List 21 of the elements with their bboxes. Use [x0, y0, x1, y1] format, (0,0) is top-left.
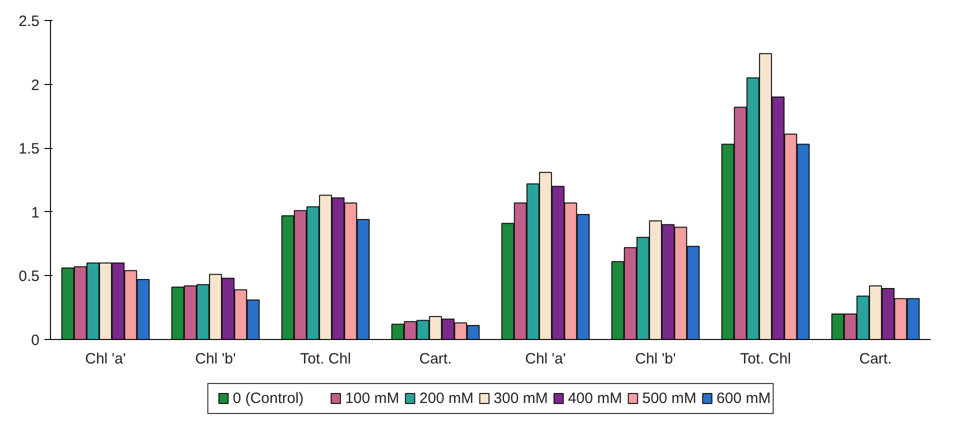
x-tick-label: Tot. Chl — [740, 350, 791, 368]
y-tick-label: 1.5 — [18, 140, 40, 158]
legend-label: 100 mM — [345, 390, 400, 407]
x-tick-label: Cart. — [419, 350, 452, 368]
x-tick-label: Chl 'a' — [85, 350, 126, 368]
y-tick-label: 0.5 — [18, 268, 40, 286]
x-tick-label: Cart. — [859, 350, 892, 368]
legend-label: 400 mM — [568, 390, 622, 407]
legend-label: 500 mM — [642, 390, 696, 407]
x-tick-label: Chl 'b' — [195, 350, 236, 368]
legend-label: 0 (Control) — [232, 390, 304, 407]
y-tick-label: 0 — [31, 332, 40, 349]
legend-label: 600 mM — [716, 390, 771, 407]
y-tick-label: 1 — [31, 204, 40, 222]
y-tick-label: 2 — [31, 76, 40, 94]
legend-label: 200 mM — [419, 390, 474, 407]
x-tick-label: Chl 'b' — [635, 350, 676, 368]
x-tick-label: Tot. Chl — [300, 350, 351, 368]
x-tick-label: Chl 'a' — [525, 350, 566, 368]
legend-label: 300 mM — [494, 390, 548, 407]
y-tick-label: 2.5 — [18, 13, 40, 30]
